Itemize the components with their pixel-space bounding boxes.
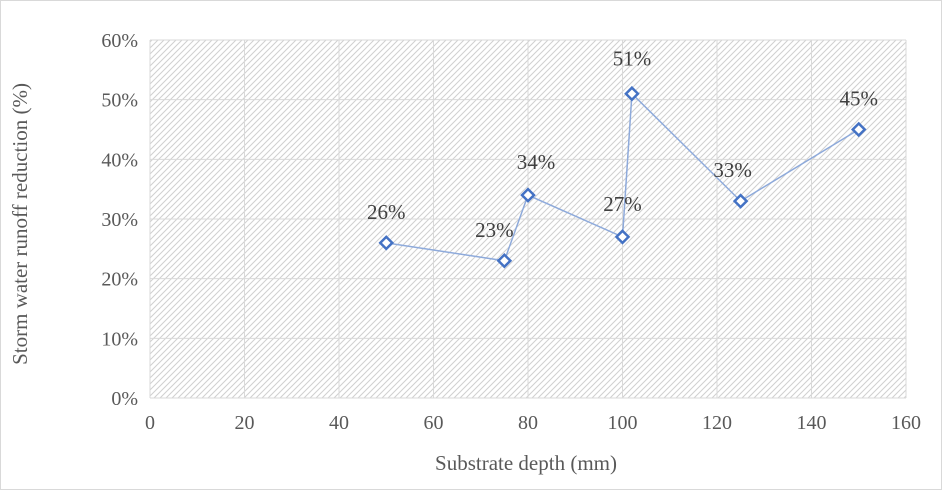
data-point <box>624 85 640 102</box>
data-label: 33% <box>713 158 752 182</box>
x-tick-label: 0 <box>145 412 155 434</box>
data-point <box>614 229 631 245</box>
x-tick-label: 80 <box>518 412 538 434</box>
data-label: 27% <box>603 192 642 216</box>
x-axis-title: Substrate depth (mm) <box>435 451 617 475</box>
data-label: 26% <box>367 200 406 224</box>
x-tick-label: 120 <box>702 412 732 434</box>
y-tick-label: 60% <box>101 30 138 52</box>
data-point <box>850 121 867 138</box>
y-tick-label: 40% <box>101 149 138 171</box>
y-tick-label: 50% <box>101 90 138 112</box>
x-tick-label: 160 <box>891 412 921 434</box>
x-tick-label: 40 <box>329 412 349 434</box>
data-point <box>520 187 536 203</box>
data-point <box>378 235 395 251</box>
y-tick-label: 0% <box>111 388 138 410</box>
data-label: 23% <box>475 218 514 242</box>
data-point <box>732 193 749 209</box>
y-tick-label: 10% <box>101 328 138 350</box>
x-tick-label: 100 <box>608 412 638 434</box>
y-axis-title: Storm water runoff reduction (%) <box>8 83 32 365</box>
y-tick-label: 30% <box>101 209 138 231</box>
x-tick-label: 20 <box>235 412 255 434</box>
x-tick-label: 140 <box>797 412 827 434</box>
data-point <box>496 252 513 269</box>
y-tick-label: 20% <box>101 269 138 291</box>
data-label: 34% <box>517 150 556 174</box>
data-label: 45% <box>840 87 879 111</box>
x-tick-label: 60 <box>424 412 444 434</box>
data-label: 51% <box>613 47 652 71</box>
